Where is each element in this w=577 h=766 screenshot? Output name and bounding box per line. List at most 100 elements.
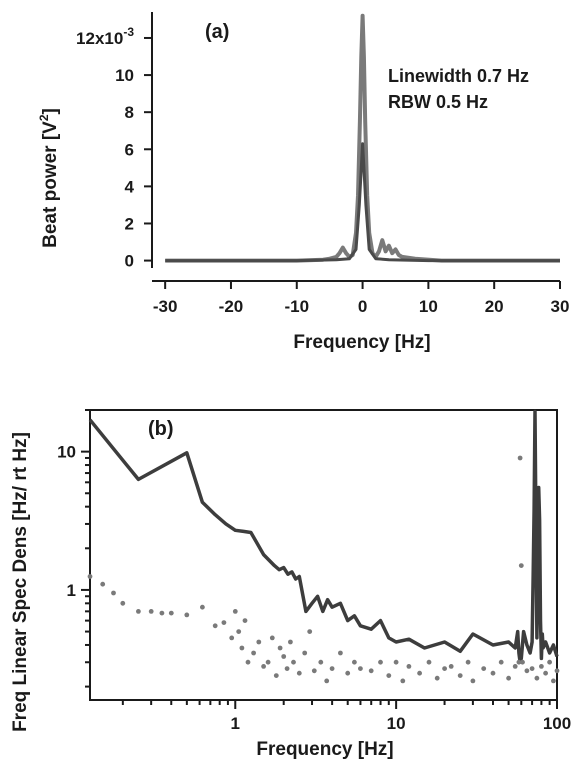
panel-b-y-axis-title: Freq Linear Spec Dens [Hz/ rt Hz] xyxy=(10,432,31,732)
panel-a-series xyxy=(165,13,560,263)
panel-a-series-line xyxy=(165,13,560,263)
panel-a-y-tick-label: 12x10-3 xyxy=(76,25,134,48)
panel-a-x-tick-label: -10 xyxy=(284,297,309,316)
panel-b-dot-point xyxy=(245,659,251,665)
panel-b-dot-point xyxy=(251,650,256,656)
panel-b-dot-point xyxy=(329,666,335,671)
panel-b-dot-point xyxy=(232,609,238,614)
panel-b-dot-point xyxy=(442,666,447,671)
panel-b-dot-point xyxy=(470,678,476,684)
panel-b-x-tick-label: 1 xyxy=(231,714,240,733)
panel-a-y-tick-label: 6 xyxy=(125,140,134,159)
panel-b-dot-point xyxy=(352,659,357,665)
panel-b-dot-point xyxy=(120,600,126,606)
panel-b-dot-point xyxy=(273,673,279,678)
panel-a-x-ticks: -30 -20 -10 0 10 20 30 xyxy=(153,281,570,316)
panel-b-dot-point xyxy=(434,675,440,681)
panel-a-series-line xyxy=(165,142,560,263)
panel-b-dot-point xyxy=(465,659,471,665)
panel-b-dot-point xyxy=(307,629,313,634)
panel-b-dot-point xyxy=(239,645,245,651)
panel-b-label: (b) xyxy=(148,418,174,440)
panel-b-dot-point xyxy=(100,581,106,587)
panel-a-annotation-rbw: RBW 0.5 Hz xyxy=(388,92,488,112)
panel-a-x-tick-label: 20 xyxy=(485,297,504,316)
panel-b-dot-point xyxy=(534,675,540,681)
panel-b-x-tick-label: 100 xyxy=(543,714,571,733)
panel-b-dot-point xyxy=(324,678,330,684)
panel-b-dot-point xyxy=(529,666,535,671)
panel-b-dot-point xyxy=(368,668,374,674)
panel-a: -30 -20 -10 0 10 20 30 0 2 4 6 8 10 12x10-3 (a) Line… xyxy=(37,12,569,353)
panel-b-dot-point xyxy=(406,664,412,669)
panel-b-dot-point xyxy=(111,590,116,596)
panel-b-series-line xyxy=(88,409,559,664)
panel-b-dot-point xyxy=(400,678,406,684)
panel-b-x-tick-label: 10 xyxy=(387,714,406,733)
panel-b-dot-point xyxy=(457,673,463,678)
panel-b-dot-point xyxy=(288,639,293,645)
panel-b-dot-point xyxy=(512,664,518,669)
panel-a-x-tick-label: 30 xyxy=(551,297,570,316)
panel-b-dot-point xyxy=(345,670,351,676)
panel-b-y-tick-label: 1 xyxy=(67,581,76,600)
panel-a-x-tick-label: 10 xyxy=(419,297,438,316)
panel-b-dot-point xyxy=(311,668,317,674)
panel-b-dot-point xyxy=(543,670,548,676)
panel-b-dot-point xyxy=(554,668,560,674)
panel-b-dot-point xyxy=(393,659,399,665)
panel-b-dot-point xyxy=(200,604,205,610)
panel-b-dot-point xyxy=(318,659,324,665)
panel-b-dot-point xyxy=(338,650,343,656)
panel-b-dot-point xyxy=(551,678,556,684)
panel-b-dot-point xyxy=(520,659,525,665)
panel-b-dot-point xyxy=(261,664,266,669)
panel-b-dot-point xyxy=(448,664,454,669)
panel-a-y-axis-title-main: Beat power [V xyxy=(40,121,61,248)
panel-b-dot-point xyxy=(498,659,504,665)
panel-b-dot-point xyxy=(386,673,392,678)
panel-b-dot-point xyxy=(481,666,487,671)
panel-a-x-axis-title: Frequency [Hz] xyxy=(293,332,430,353)
panel-b-dot-point xyxy=(265,659,271,665)
panel-b-dot-point xyxy=(284,666,290,671)
panel-b-x-axis-title: Frequency [Hz] xyxy=(256,739,393,760)
panel-b-dot-point xyxy=(229,635,235,641)
panel-a-x-tick-label: 0 xyxy=(358,297,367,316)
panel-a-label: (a) xyxy=(205,21,229,43)
panel-b-dot-point xyxy=(242,618,248,623)
panel-a-y-tick-label: 0 xyxy=(125,252,134,271)
panel-b-dot-point xyxy=(518,563,524,568)
panel-b-dot-point xyxy=(212,623,218,629)
panel-b-dot-point xyxy=(517,455,523,461)
panel-b-dot-point xyxy=(159,610,165,616)
panel-a-y-tick-label: 10 xyxy=(115,66,134,85)
panel-b-dot-point xyxy=(221,620,227,625)
panel-a-x-tick-label: -30 xyxy=(153,297,178,316)
panel-a-y-ticks: 0 2 4 6 8 10 12x10-3 xyxy=(76,25,152,271)
panel-a-y-tick-label: 8 xyxy=(125,103,134,122)
panel-b-dot-point xyxy=(378,659,383,665)
panel-b-dot-point xyxy=(291,659,296,665)
panel-a-annotation-linewidth: Linewidth 0.7 Hz xyxy=(388,66,529,86)
panel-b-dot-point xyxy=(87,574,93,579)
panel-b-dot-point xyxy=(136,609,141,614)
panel-b-dot-point xyxy=(269,635,275,641)
panel-b-dot-point xyxy=(524,668,530,674)
panel-b-dot-point xyxy=(417,670,422,676)
panel-b-y-tick-label: 10 xyxy=(57,443,76,462)
panel-b-dot-point xyxy=(516,659,522,665)
panel-b-dot-point xyxy=(547,659,552,665)
panel-a-y-tick-label: 2 xyxy=(125,214,134,233)
panel-a-y-tick-label: 4 xyxy=(125,177,135,196)
panel-b-dot-point xyxy=(506,675,511,681)
panel-b-y-ticks: 1 10 xyxy=(57,409,90,688)
panel-a-x-tick-label: -20 xyxy=(219,297,244,316)
panel-a-y-tick-exponent: -3 xyxy=(123,25,134,39)
panel-b-dot-point xyxy=(236,629,242,634)
panel-b-dot-point xyxy=(302,650,308,656)
panel-a-y-axis-title-sup: 2 xyxy=(37,114,51,121)
panel-b-frame xyxy=(89,409,558,701)
panel-b-dot-point xyxy=(256,639,262,645)
